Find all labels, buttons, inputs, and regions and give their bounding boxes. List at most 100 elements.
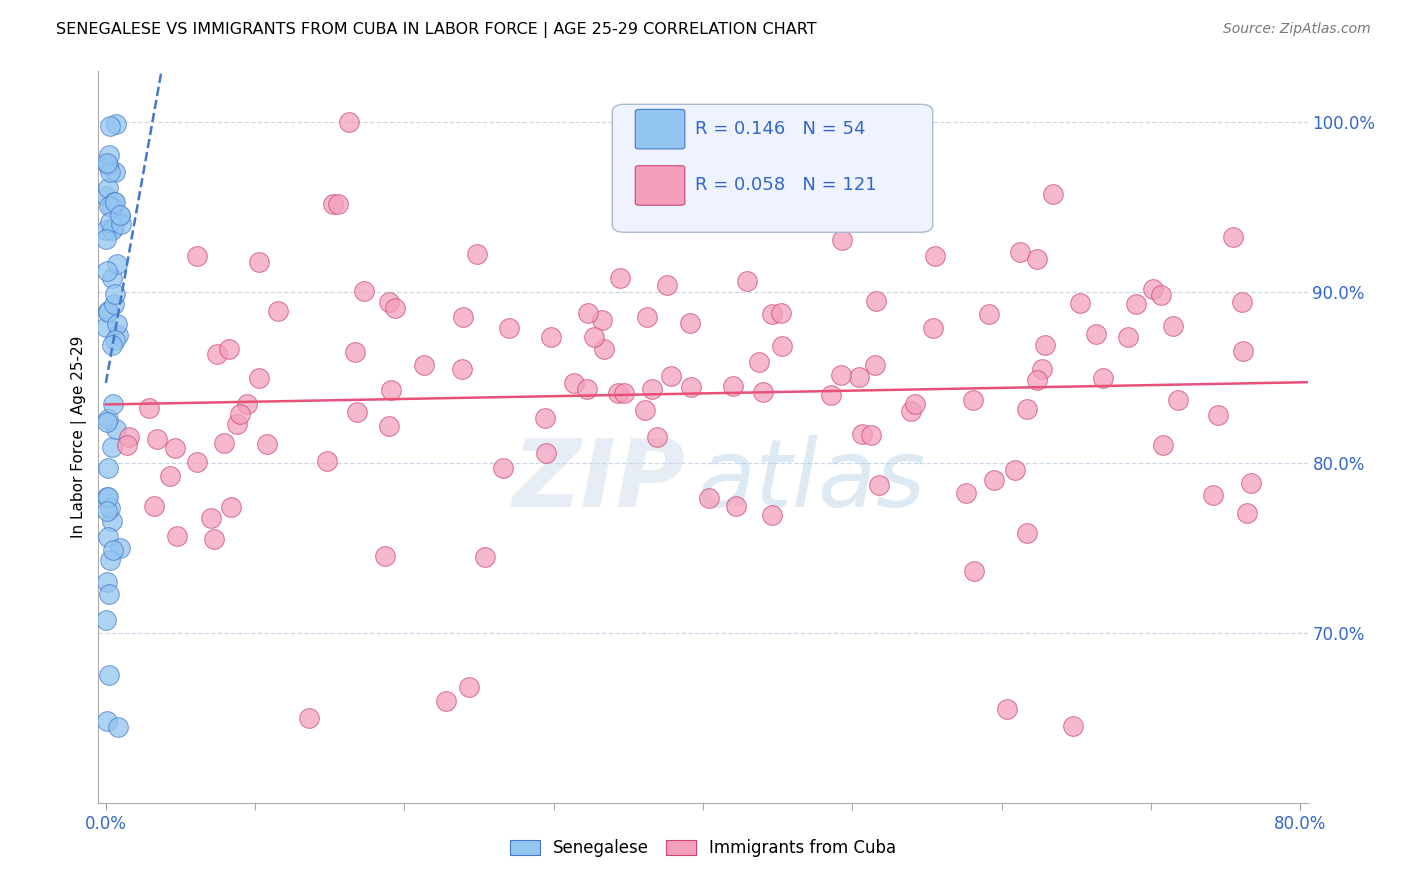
Point <box>540 330 562 344</box>
Point <box>118 430 141 444</box>
Point <box>236 397 259 411</box>
Point <box>110 541 132 556</box>
Point <box>98 119 121 133</box>
Point <box>200 511 222 525</box>
Point <box>96 412 118 426</box>
Point <box>1152 437 1174 451</box>
Text: R = 0.146   N = 54: R = 0.146 N = 54 <box>695 120 865 138</box>
Point <box>104 333 127 347</box>
Point <box>103 219 125 234</box>
Point <box>761 508 783 522</box>
Point <box>977 307 1000 321</box>
Point <box>641 383 664 397</box>
Text: SENEGALESE VS IMMIGRANTS FROM CUBA IN LABOR FORCE | AGE 25-29 CORRELATION CHART: SENEGALESE VS IMMIGRANTS FROM CUBA IN LA… <box>56 22 817 38</box>
Point <box>924 249 946 263</box>
Point <box>457 680 479 694</box>
Point <box>1042 187 1064 202</box>
Point <box>735 273 758 287</box>
Point <box>97 460 120 475</box>
Point <box>655 277 678 292</box>
Point <box>962 564 984 578</box>
Point <box>186 249 208 263</box>
Point <box>107 720 129 734</box>
Point <box>100 200 122 214</box>
Point <box>830 368 852 382</box>
Point <box>534 411 557 425</box>
Point <box>100 553 122 567</box>
Point <box>1026 373 1049 387</box>
Point <box>337 115 360 129</box>
Point <box>249 370 271 384</box>
Point <box>96 574 118 589</box>
Point <box>659 368 682 383</box>
Point <box>679 380 702 394</box>
Point <box>96 263 118 277</box>
Point <box>98 147 121 161</box>
Point <box>322 196 344 211</box>
Point <box>848 370 870 384</box>
Point <box>1167 392 1189 407</box>
Point <box>97 530 120 544</box>
Point <box>380 384 402 398</box>
Point <box>96 319 118 334</box>
Point <box>267 303 290 318</box>
Point <box>1069 296 1091 310</box>
Point <box>229 407 252 421</box>
Point <box>104 421 127 435</box>
Legend: Senegalese, Immigrants from Cuba: Senegalese, Immigrants from Cuba <box>503 832 903 864</box>
Point <box>97 305 120 319</box>
Point <box>101 440 124 454</box>
Point <box>143 499 166 513</box>
Point <box>851 426 873 441</box>
Point <box>159 468 181 483</box>
Point <box>1017 526 1039 541</box>
Point <box>103 194 125 209</box>
Point <box>105 117 128 131</box>
Point <box>613 386 636 401</box>
Point <box>115 438 138 452</box>
Point <box>163 441 186 455</box>
Point <box>770 306 793 320</box>
Point <box>96 415 118 429</box>
Point <box>101 543 124 558</box>
Point <box>96 490 118 504</box>
Point <box>103 397 125 411</box>
Point <box>983 473 1005 487</box>
Point <box>1142 282 1164 296</box>
Point <box>146 432 169 446</box>
Point <box>219 500 242 514</box>
Point <box>474 549 496 564</box>
Point <box>105 317 128 331</box>
Point <box>218 342 240 356</box>
Point <box>100 514 122 528</box>
Point <box>186 455 208 469</box>
Point <box>748 355 770 369</box>
Point <box>96 223 118 237</box>
Point <box>634 402 657 417</box>
Point <box>353 284 375 298</box>
Point <box>761 307 783 321</box>
Point <box>98 215 121 229</box>
Point <box>593 343 616 357</box>
Text: atlas: atlas <box>697 435 925 526</box>
Point <box>214 435 236 450</box>
Point <box>378 294 401 309</box>
Text: Source: ZipAtlas.com: Source: ZipAtlas.com <box>1223 22 1371 37</box>
Point <box>1202 488 1225 502</box>
Point <box>226 417 249 431</box>
Point <box>1084 326 1107 341</box>
Point <box>450 362 472 376</box>
Point <box>98 587 121 601</box>
Point <box>104 164 127 178</box>
Point <box>105 257 128 271</box>
Point <box>1125 297 1147 311</box>
Point <box>1222 230 1244 244</box>
Point <box>1116 330 1139 344</box>
Point <box>138 401 160 416</box>
Point <box>1017 401 1039 416</box>
Point <box>434 694 457 708</box>
Point <box>453 310 475 325</box>
Point <box>575 382 598 396</box>
Point <box>96 156 118 170</box>
Point <box>820 388 842 402</box>
